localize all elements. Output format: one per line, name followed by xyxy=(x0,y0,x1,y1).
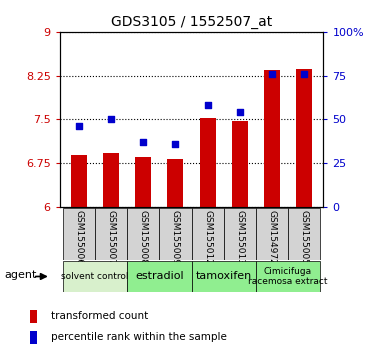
Text: GSM154972: GSM154972 xyxy=(268,210,276,265)
Text: tamoxifen: tamoxifen xyxy=(196,272,252,281)
Bar xyxy=(95,208,127,260)
Point xyxy=(269,71,275,77)
Bar xyxy=(167,159,184,207)
Text: GSM155005: GSM155005 xyxy=(300,210,309,266)
Point xyxy=(140,139,146,145)
Bar xyxy=(103,153,119,207)
Text: agent: agent xyxy=(5,270,37,280)
Bar xyxy=(159,208,192,260)
Bar xyxy=(192,208,224,260)
Bar xyxy=(71,154,87,207)
Text: transformed count: transformed count xyxy=(51,312,148,321)
Bar xyxy=(224,208,256,260)
Bar xyxy=(30,310,37,323)
Bar xyxy=(192,261,256,292)
Text: estradiol: estradiol xyxy=(135,272,184,281)
Text: GSM155013: GSM155013 xyxy=(235,210,244,266)
Text: solvent control: solvent control xyxy=(61,272,129,281)
Text: GSM155006: GSM155006 xyxy=(74,210,84,266)
Title: GDS3105 / 1552507_at: GDS3105 / 1552507_at xyxy=(111,16,272,29)
Bar xyxy=(30,331,37,343)
Point xyxy=(204,103,211,108)
Bar xyxy=(232,121,248,207)
Text: percentile rank within the sample: percentile rank within the sample xyxy=(51,332,227,342)
Point xyxy=(108,117,114,122)
Point xyxy=(237,110,243,115)
Text: GSM155012: GSM155012 xyxy=(203,210,212,265)
Bar xyxy=(63,208,95,260)
Point xyxy=(76,124,82,129)
Point xyxy=(301,71,307,77)
Text: GSM155008: GSM155008 xyxy=(139,210,148,266)
Bar xyxy=(296,69,312,207)
Text: GSM155009: GSM155009 xyxy=(171,210,180,266)
Bar xyxy=(264,70,280,207)
Text: Cimicifuga
racemosa extract: Cimicifuga racemosa extract xyxy=(248,267,328,286)
Bar xyxy=(135,158,151,207)
Bar xyxy=(288,208,320,260)
Bar xyxy=(127,208,159,260)
Point xyxy=(172,141,179,147)
Bar xyxy=(199,118,216,207)
Text: GSM155007: GSM155007 xyxy=(107,210,116,266)
Bar xyxy=(127,261,192,292)
Bar xyxy=(63,261,127,292)
Bar xyxy=(256,261,320,292)
Bar xyxy=(256,208,288,260)
